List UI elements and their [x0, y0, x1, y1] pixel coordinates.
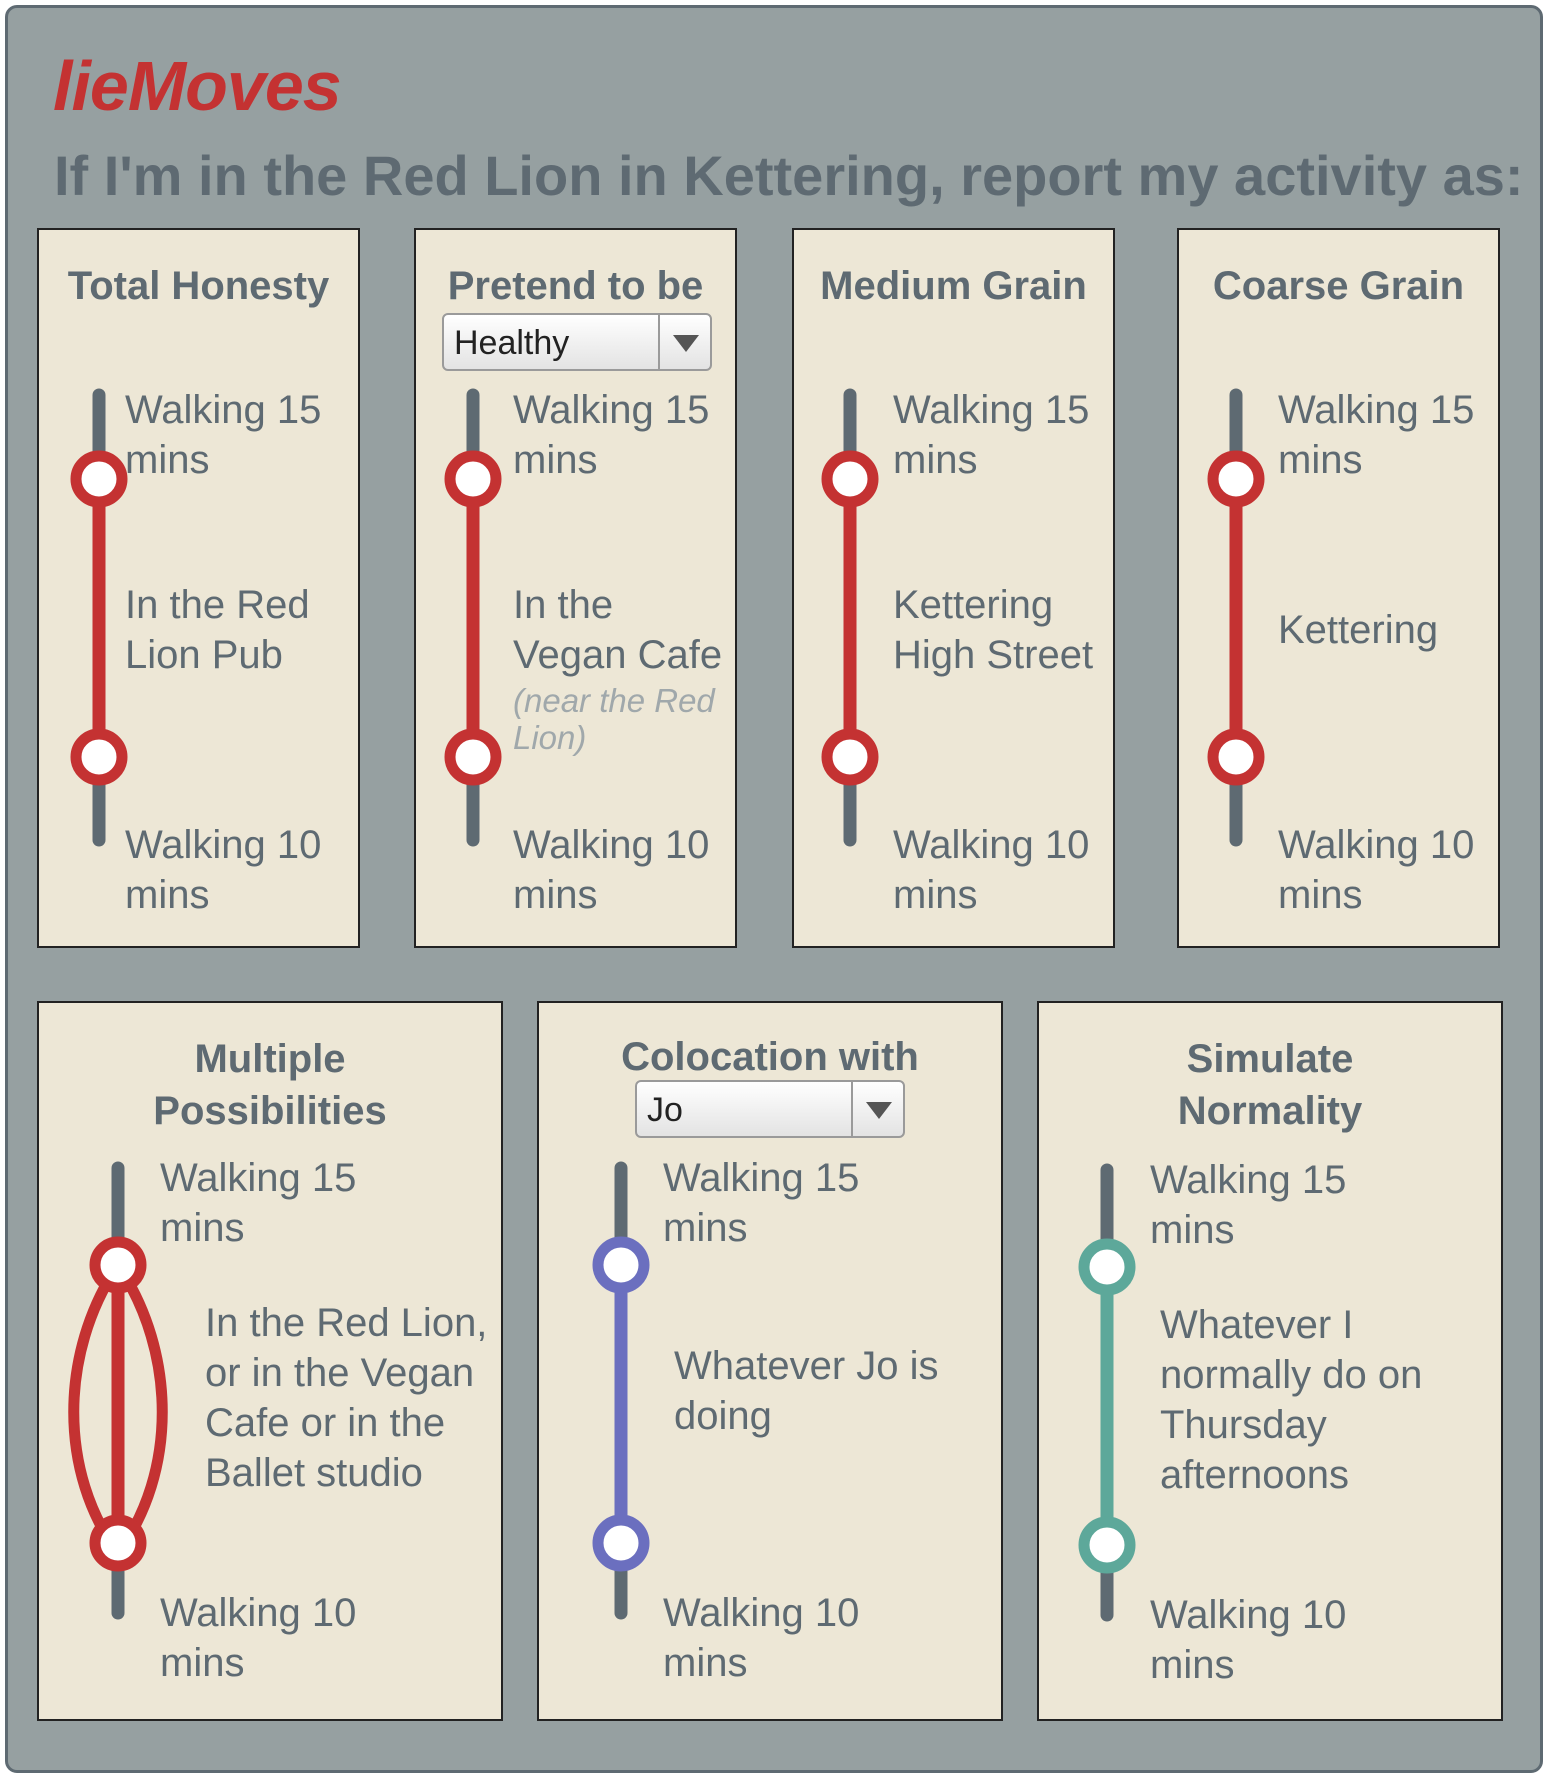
top-label: Walking 15 mins	[663, 1156, 860, 1250]
pretend-select[interactable]: Healthy	[442, 313, 712, 371]
end-node	[70, 728, 128, 786]
timeline-track	[444, 388, 502, 847]
end-node	[592, 1514, 650, 1572]
top-label: Walking 15 mins	[893, 388, 1090, 482]
timeline-track	[68, 1161, 168, 1620]
card-title: Simulate Normality	[1177, 1037, 1363, 1133]
top-label: Walking 15 mins	[160, 1156, 357, 1250]
top-label: Walking 15 mins	[1278, 388, 1475, 482]
card-title: Multiple Possibilities	[153, 1037, 387, 1133]
card-total-honesty[interactable]: Total Honesty Walking 15 mins In the Red L…	[37, 228, 360, 948]
start-node	[89, 1236, 147, 1294]
end-node	[1078, 1516, 1136, 1574]
start-node	[1207, 450, 1265, 508]
bottom-label: Walking 10 mins	[893, 823, 1090, 917]
card-title: Medium Grain	[820, 264, 1087, 308]
location-label: In the Vegan Cafe	[513, 583, 723, 677]
select-value: Jo	[647, 1091, 683, 1129]
card-pretend-to-be[interactable]: Pretend to be Healthy Walking 15 mins In …	[414, 228, 737, 948]
colocation-select[interactable]: Jo	[635, 1080, 905, 1138]
card-title: Colocation with	[621, 1035, 919, 1079]
location-label: In the Red Lion, or in the Vegan Cafe or …	[205, 1301, 488, 1495]
start-node	[592, 1236, 650, 1294]
bottom-label: Walking 10 mins	[513, 823, 710, 917]
bottom-label: Walking 10 mins	[663, 1591, 860, 1685]
bottom-label: Walking 10 mins	[1150, 1593, 1347, 1687]
start-node	[444, 450, 502, 508]
end-node	[1207, 728, 1265, 786]
timeline-track	[1078, 1163, 1136, 1622]
start-node	[70, 450, 128, 508]
chevron-down-icon[interactable]	[851, 1082, 903, 1136]
alternative-route-right	[113, 1261, 168, 1557]
alternative-route-left	[68, 1261, 123, 1557]
timeline-track	[70, 388, 128, 847]
card-title: Pretend to be	[447, 264, 704, 308]
location-label: In the Red Lion Pub	[125, 583, 310, 677]
card-multiple-possibilities[interactable]: Multiple Possibilities Walking 15 mins In …	[37, 1001, 503, 1721]
card-coarse-grain[interactable]: Coarse Grain Walking 15 mins Kettering Wa…	[1177, 228, 1500, 948]
card-colocation-with[interactable]: Colocation with Jo Walking 15 mins Whatev…	[537, 1001, 1003, 1721]
location-note: (near the Red Lion)	[513, 682, 715, 756]
end-node	[89, 1514, 147, 1572]
timeline-track	[592, 1161, 650, 1620]
app-title: lieMoves	[53, 47, 342, 125]
select-value: Healthy	[454, 324, 570, 362]
start-node	[821, 450, 879, 508]
location-label: Kettering High Street	[893, 583, 1094, 677]
card-simulate-normality[interactable]: Simulate Normality Walking 15 mins Whateve…	[1037, 1001, 1503, 1721]
chevron-down-icon[interactable]	[658, 315, 710, 369]
timeline-track	[1207, 388, 1265, 847]
start-node	[1078, 1238, 1136, 1296]
bottom-label: Walking 10 mins	[125, 823, 322, 917]
location-label: Kettering	[1278, 608, 1439, 652]
bottom-label: Walking 10 mins	[160, 1591, 357, 1685]
card-medium-grain[interactable]: Medium Grain Walking 15 mins Kettering Hig…	[792, 228, 1115, 948]
top-label: Walking 15 mins	[125, 388, 322, 482]
bottom-label: Walking 10 mins	[1278, 823, 1475, 917]
top-label: Walking 15 mins	[1150, 1158, 1347, 1252]
end-node	[821, 728, 879, 786]
end-node	[444, 728, 502, 786]
card-title: Coarse Grain	[1212, 264, 1465, 308]
top-label: Walking 15 mins	[513, 388, 710, 482]
location-label: Whatever Jo is doing	[674, 1344, 939, 1438]
page-headline: If I'm in the Red Lion in Kettering, rep…	[54, 144, 1524, 207]
timeline-track	[821, 388, 879, 847]
card-title: Total Honesty	[67, 264, 330, 308]
